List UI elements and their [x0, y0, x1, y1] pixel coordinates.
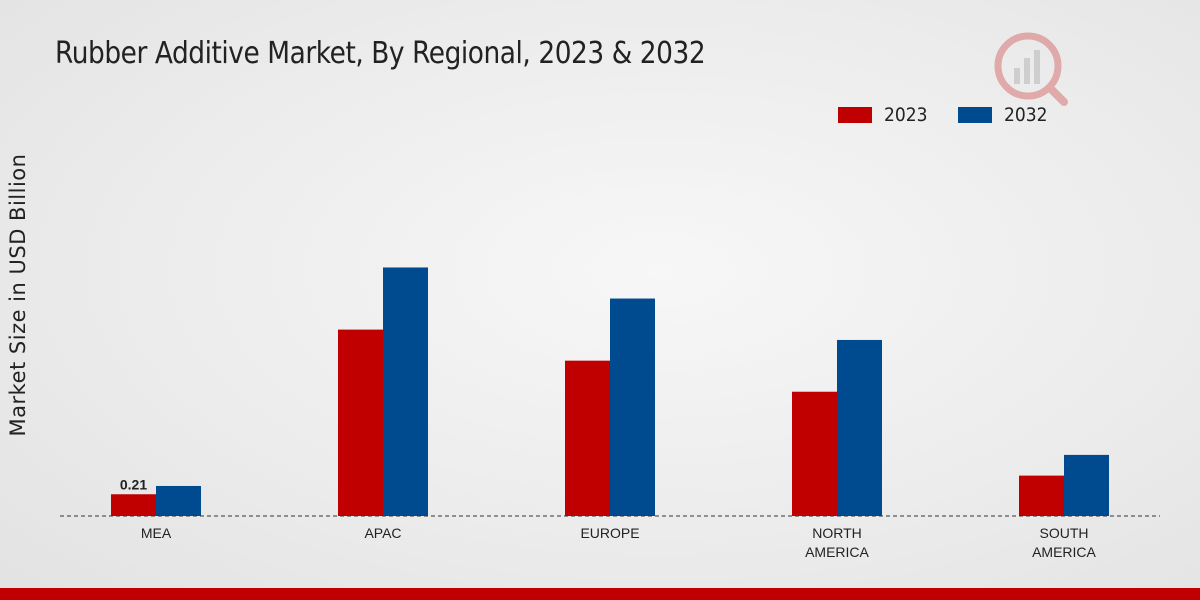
chart-title: Rubber Additive Market, By Regional, 202…: [55, 36, 706, 71]
x-tick-label-apac: APAC: [364, 525, 401, 541]
legend-swatch-2023: [838, 107, 872, 123]
bar-2023-apac: [338, 329, 383, 516]
bar-2032-apac: [383, 267, 428, 516]
x-tick-label-mea: MEA: [141, 525, 172, 541]
x-tick-label-north-america: NORTH AMERICA: [805, 525, 869, 560]
legend-item-2023: 2023: [838, 104, 932, 126]
bar-2023-south-america: [1019, 475, 1064, 516]
bottom-accent-bar: [0, 588, 1200, 600]
x-tick-label-europe: EUROPE: [580, 525, 639, 541]
bar-2032-north-america: [837, 339, 882, 516]
legend-label-2032: 2032: [1004, 104, 1048, 126]
bar-2032-europe: [610, 298, 655, 516]
bar-2023-europe: [565, 360, 610, 516]
legend-label-2023: 2023: [884, 104, 928, 126]
bar-2023-north-america: [792, 391, 837, 516]
data-label-2023-mea: 0.21: [120, 476, 147, 492]
bar-2032-mea: [156, 485, 201, 516]
legend-swatch-2032: [958, 107, 992, 123]
watermark-logo-icon: [992, 30, 1072, 110]
x-tick-label-south-america: SOUTH AMERICA: [1032, 525, 1096, 560]
bar-2023-mea: [111, 494, 156, 516]
bar-2032-south-america: [1064, 454, 1109, 516]
legend-item-2032: 2032: [958, 104, 1052, 126]
